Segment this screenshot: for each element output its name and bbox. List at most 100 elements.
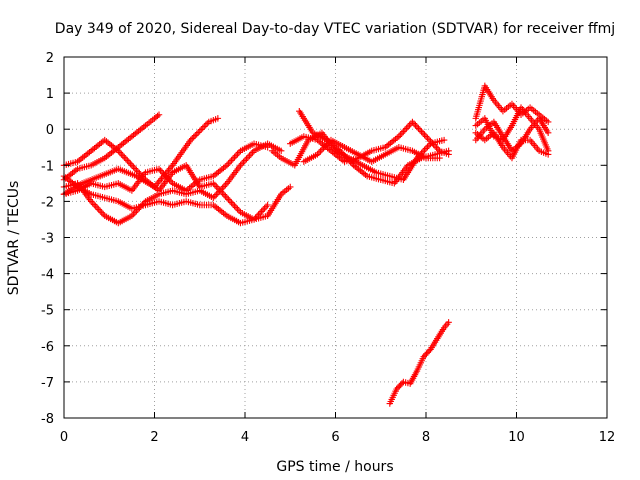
y-tick-label: -5 — [41, 304, 54, 319]
data-point — [238, 160, 246, 167]
data-point — [404, 123, 412, 130]
data-point — [424, 134, 431, 142]
data-point — [189, 135, 196, 142]
data-point — [220, 191, 228, 198]
data-point — [216, 188, 223, 195]
data-point — [134, 168, 142, 175]
data-point — [124, 157, 131, 164]
series-track-h — [287, 118, 452, 165]
data-point — [90, 201, 98, 208]
y-tick-label: -1 — [41, 159, 54, 174]
data-point — [258, 208, 265, 215]
data-point — [412, 121, 419, 129]
data-point — [287, 183, 294, 191]
data-point — [544, 147, 552, 155]
data-point — [130, 163, 137, 171]
data-point — [125, 158, 133, 166]
data-point — [201, 123, 208, 130]
data-point — [400, 128, 407, 135]
data-point — [397, 381, 404, 388]
data-point — [195, 129, 202, 136]
y-tick-label: -8 — [41, 412, 54, 427]
data-point — [398, 130, 406, 137]
data-point — [433, 144, 440, 151]
data-point — [214, 115, 222, 122]
data-point — [131, 165, 139, 172]
data-point — [214, 189, 222, 197]
data-point — [419, 130, 427, 137]
y-tick-label: -3 — [41, 232, 54, 247]
x-tick-label: 4 — [241, 430, 249, 445]
data-point — [155, 111, 163, 118]
data-point — [401, 126, 409, 134]
data-point — [416, 126, 424, 134]
data-point — [261, 205, 268, 212]
series-track-l — [472, 82, 552, 126]
data-point — [231, 154, 238, 161]
data-point — [544, 118, 552, 126]
data-point — [193, 130, 200, 138]
data-point — [211, 181, 219, 189]
x-tick-label: 2 — [150, 430, 158, 445]
data-point — [234, 150, 241, 158]
data-point — [422, 145, 430, 152]
y-tick-label: -4 — [41, 268, 54, 283]
data-series — [60, 82, 552, 407]
data-point — [223, 194, 231, 201]
data-point — [394, 384, 402, 391]
data-point — [97, 207, 104, 215]
data-point — [264, 201, 271, 209]
data-point — [259, 206, 267, 214]
data-point — [264, 144, 271, 151]
data-point — [192, 132, 199, 139]
data-point — [247, 150, 255, 158]
x-tick-label: 8 — [422, 430, 430, 445]
x-tick-label: 12 — [599, 430, 616, 445]
data-point — [421, 146, 428, 154]
series-track-f — [60, 172, 271, 227]
data-point — [154, 112, 161, 120]
data-point — [219, 184, 226, 192]
y-tick-label: -7 — [41, 376, 54, 391]
x-tick-label: 6 — [331, 430, 339, 445]
data-point — [243, 155, 250, 163]
data-point — [157, 167, 164, 174]
data-point — [118, 150, 125, 158]
data-point — [131, 209, 139, 216]
data-point — [95, 206, 102, 213]
data-point — [420, 353, 427, 360]
chart-title: Day 349 of 2020, Sidereal Day-to-day VTE… — [55, 21, 615, 37]
data-point — [232, 152, 240, 159]
data-point — [187, 136, 194, 144]
data-point — [93, 204, 101, 212]
data-point — [234, 205, 241, 213]
data-point — [202, 121, 209, 129]
data-point — [403, 125, 410, 132]
data-point — [217, 186, 225, 193]
data-point — [410, 120, 418, 127]
data-point — [225, 160, 232, 167]
data-point — [423, 350, 430, 357]
x-tick-labels: 0 2 4 6 8 10 12 — [60, 430, 615, 445]
data-point — [119, 152, 127, 159]
data-point — [92, 203, 99, 210]
data-point — [396, 383, 403, 390]
data-point — [413, 123, 421, 130]
data-point — [406, 121, 413, 129]
data-point — [225, 196, 232, 203]
data-point — [231, 202, 238, 210]
data-point — [121, 154, 128, 161]
x-tick-label: 0 — [60, 430, 68, 445]
data-point — [128, 162, 136, 169]
data-point — [228, 157, 235, 164]
data-point — [425, 136, 433, 143]
data-point — [415, 125, 422, 132]
data-point — [229, 201, 237, 208]
data-point — [397, 131, 404, 139]
data-point — [127, 160, 134, 167]
series-track-e — [60, 140, 271, 198]
y-tick-label: 0 — [46, 123, 54, 138]
data-point — [89, 199, 96, 207]
data-point — [232, 204, 240, 211]
